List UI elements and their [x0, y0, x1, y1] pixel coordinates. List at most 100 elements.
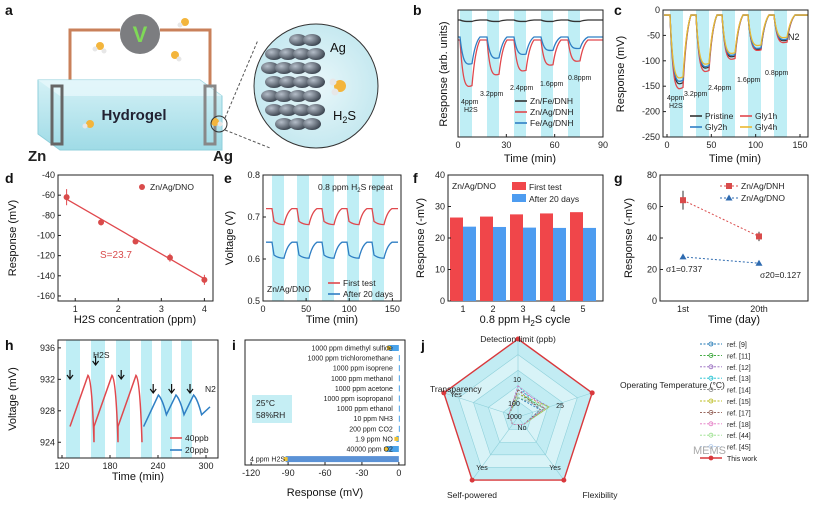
ag-label: Ag: [213, 148, 233, 165]
j-legend-label-2: ref. [12]: [727, 365, 751, 372]
j-legend-label-8: ref. [44]: [727, 433, 751, 440]
h-series-40ppb: [69, 374, 143, 443]
f-bar-first-1: [450, 217, 463, 301]
c-ann-1.6ppm: 1.6ppm: [737, 77, 761, 84]
ag-atom: [307, 48, 325, 60]
i-label-11: 4 ppm H2S: [250, 457, 285, 464]
c-ann-4ppm: 4ppm: [667, 95, 685, 102]
c-series-3: [664, 14, 808, 79]
panel-h-xlabel: Time (min): [112, 471, 164, 483]
i-label-0: 1000 ppm dimethyl sulfide: [312, 346, 393, 353]
ag-atom: [293, 76, 311, 88]
gas-exposure-band: [460, 10, 472, 137]
e-title: 0.8 ppm H2S repeat: [318, 182, 393, 194]
h-arrow: [168, 384, 176, 394]
ag-atom: [261, 62, 279, 74]
gas-exposure-band: [272, 175, 284, 301]
e-legend-1-label: After 20 days: [343, 289, 393, 299]
j-this-work-point: [561, 477, 567, 483]
b-xtick-90: 90: [598, 140, 608, 150]
c-xtick-150: 150: [792, 140, 807, 150]
d-xtick-3: 3: [159, 304, 164, 314]
panel-c-ylabel: Response (mV): [615, 36, 627, 112]
f-ytick-0: 0: [440, 296, 445, 306]
g-xtick-1st: 1st: [677, 304, 690, 314]
h-arrow: [92, 356, 100, 366]
panel-i-xlabel: Response (mV): [287, 487, 363, 499]
g-point-dno: [679, 253, 687, 260]
panel-g-ylabel: Response (-mV): [623, 198, 635, 278]
h-ann-n2: N2: [205, 384, 216, 394]
g-point-dno: [755, 259, 763, 266]
voltmeter: [120, 14, 160, 54]
f-legend-0-label: First test: [529, 182, 562, 192]
h-series-20ppb: [142, 393, 211, 427]
gas-exposure-band: [774, 10, 787, 137]
g-legend-0-swatch: [726, 183, 732, 189]
panel-d-ylabel: Response (mV): [7, 200, 19, 276]
i-label-8: 200 ppm CO2: [349, 426, 393, 433]
c-ytick--250: -250: [642, 132, 660, 142]
h-xtick-300: 300: [198, 461, 213, 471]
c-ann-3.2ppm: 3.2ppm: [684, 91, 708, 98]
zoom-h2s-label: H2S: [333, 108, 356, 125]
j-axis-4: Transparency: [430, 384, 482, 394]
b-ann-2.4ppm: 2.4ppm: [510, 85, 534, 92]
ag-atom: [265, 76, 283, 88]
panel-d-xlabel: H2S concentration (ppm): [74, 314, 196, 326]
c-legend-2-label: Gly2h: [705, 122, 727, 132]
c-xtick-50: 50: [706, 140, 716, 150]
j-tick-yes-self: Yes: [476, 465, 488, 472]
i-xtick--120: -120: [242, 468, 260, 478]
i-bar-2: [398, 365, 400, 372]
e-legend-0-label: First test: [343, 278, 376, 288]
panel-i-chart: i 1000 ppm dimethyl sulfide 1000 ppm tric…: [232, 337, 406, 499]
e-series-first: [266, 207, 398, 226]
c-ytick--150: -150: [642, 81, 660, 91]
h-ytick-932: 932: [40, 374, 55, 384]
panel-e-frame: [262, 174, 402, 302]
j-tick-yes-trans: Yes: [450, 392, 462, 399]
f-ytick-40: 40: [435, 170, 445, 180]
g-line-1: [682, 256, 760, 264]
panel-g-chart: g 1st 20th 0 20 40 60 80 Time (day) Response (…: [614, 170, 809, 326]
gas-exposure-band: [568, 10, 580, 137]
ag-atom: [289, 62, 307, 74]
j-legend-label-9: ref. [45]: [727, 445, 751, 452]
i-bar-7: [398, 415, 400, 422]
d-point: [201, 276, 208, 283]
f-xtick-3: 3: [520, 304, 525, 314]
g-line-0: [682, 199, 760, 237]
ag-atom: [303, 62, 321, 74]
panel-b-label: b: [413, 2, 422, 18]
h-arrow: [117, 370, 125, 380]
b-ann-3.2ppm: 3.2ppm: [480, 91, 504, 98]
gas-exposure-band: [161, 340, 172, 458]
panel-d-frame: [57, 174, 214, 302]
b-legend-0-label: Zn/Fe/DNH: [530, 96, 573, 106]
f-bar-first-2: [480, 216, 493, 301]
panel-f-chart: f 1 2 3 4 5 0 10 20 30 40 0.8 ppm H2S cycle Respo…: [413, 170, 604, 328]
e-ytick-0.7: 0.7: [247, 212, 260, 222]
c-ann-0.8ppm: 0.8ppm: [765, 70, 789, 77]
gas-exposure-band: [141, 340, 152, 458]
g-xtick-20th: 20th: [750, 304, 768, 314]
panel-i-label: i: [232, 337, 236, 353]
f-xtick-2: 2: [490, 304, 495, 314]
panel-e-xlabel: Time (min): [306, 314, 358, 326]
i-condition-box: [252, 395, 292, 423]
panel-b-frame: [457, 9, 604, 138]
c-legend-0-label: Pristine: [705, 111, 734, 121]
j-axis-3: Self-powered: [447, 490, 497, 500]
j-legend-label-6: ref. [17]: [727, 410, 751, 417]
j-ref-polygon-2: [508, 389, 550, 425]
ag-atom: [293, 104, 311, 116]
b-legend-2-label: Fe/Ag/DNH: [530, 118, 573, 128]
panel-b-chart: b 0 30 60 90 Time (min) Response (arb. unit…: [413, 2, 608, 165]
panel-j-label: j: [420, 337, 425, 353]
panel-d-label: d: [5, 170, 14, 186]
d-ytick--60: -60: [42, 190, 55, 200]
b-ann-1.6ppm: 1.6ppm: [540, 81, 564, 88]
